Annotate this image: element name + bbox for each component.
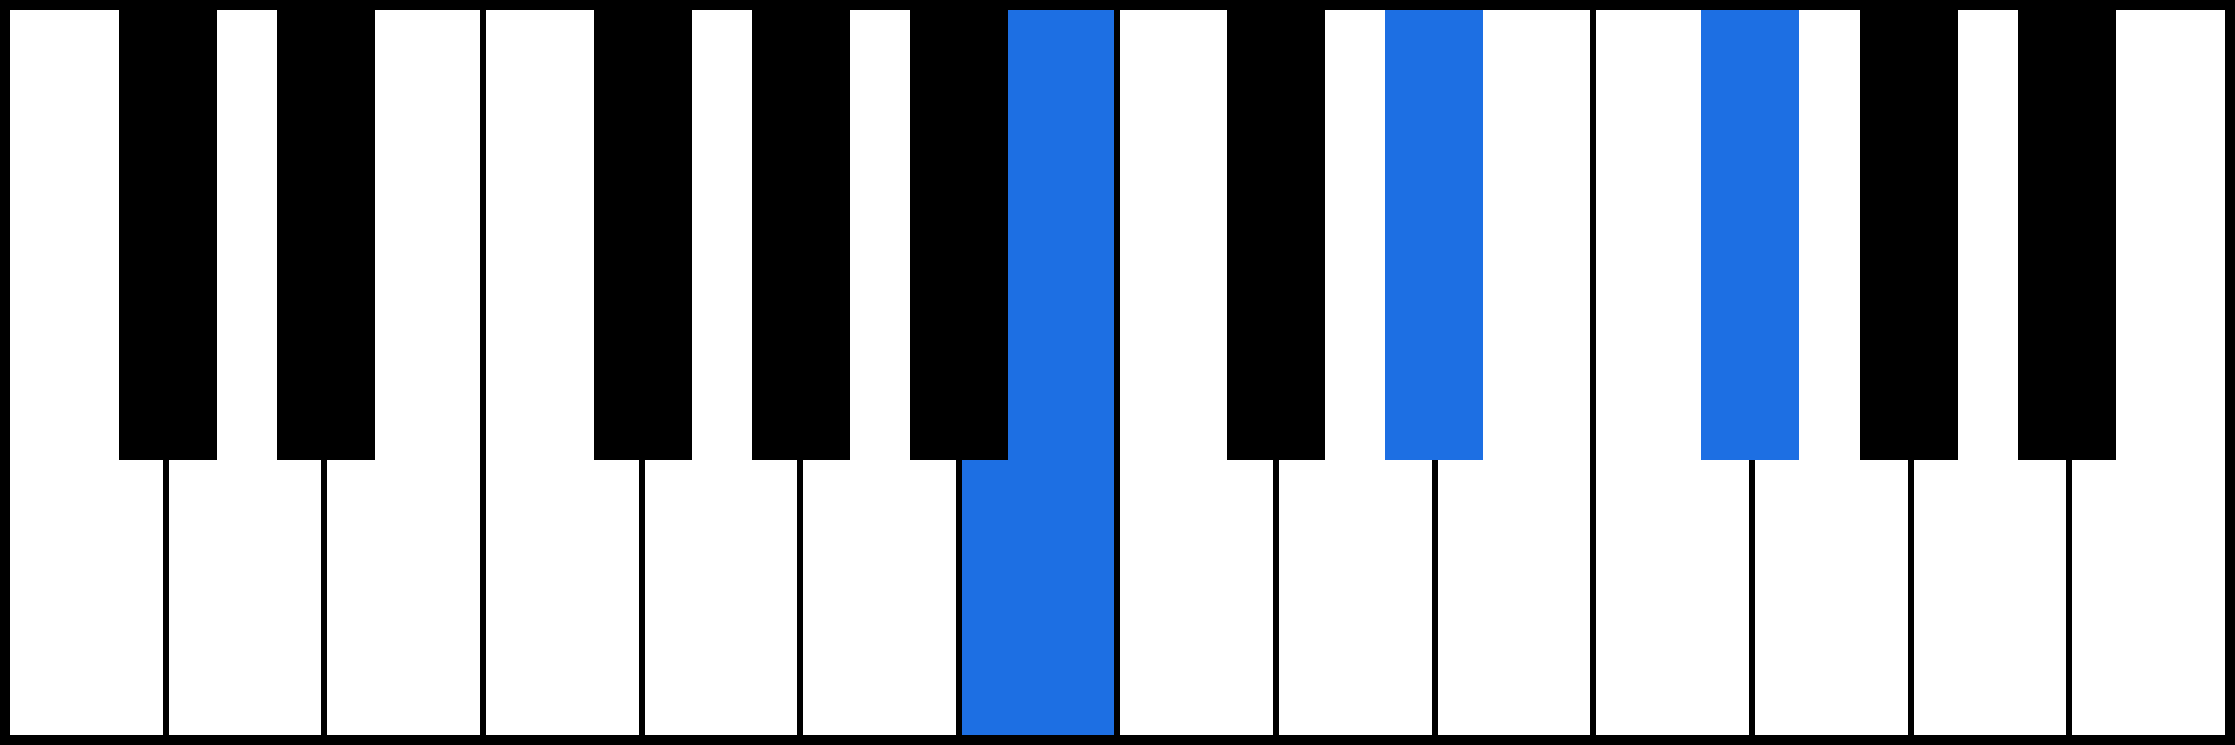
black-key-Asharp-5[interactable] [910,10,1008,460]
black-key-Csharp-7[interactable] [1227,10,1325,460]
piano-keyboard [0,0,2235,745]
black-key-Gsharp-11[interactable] [1860,10,1958,460]
black-key-Dsharp-8[interactable] [1385,10,1483,460]
black-key-Asharp-12[interactable] [2018,10,2116,460]
black-key-Fsharp-3[interactable] [594,10,692,460]
black-key-Gsharp-4[interactable] [752,10,850,460]
black-key-Fsharp-10[interactable] [1701,10,1799,460]
black-key-Csharp-0[interactable] [119,10,217,460]
black-key-Dsharp-1[interactable] [277,10,375,460]
